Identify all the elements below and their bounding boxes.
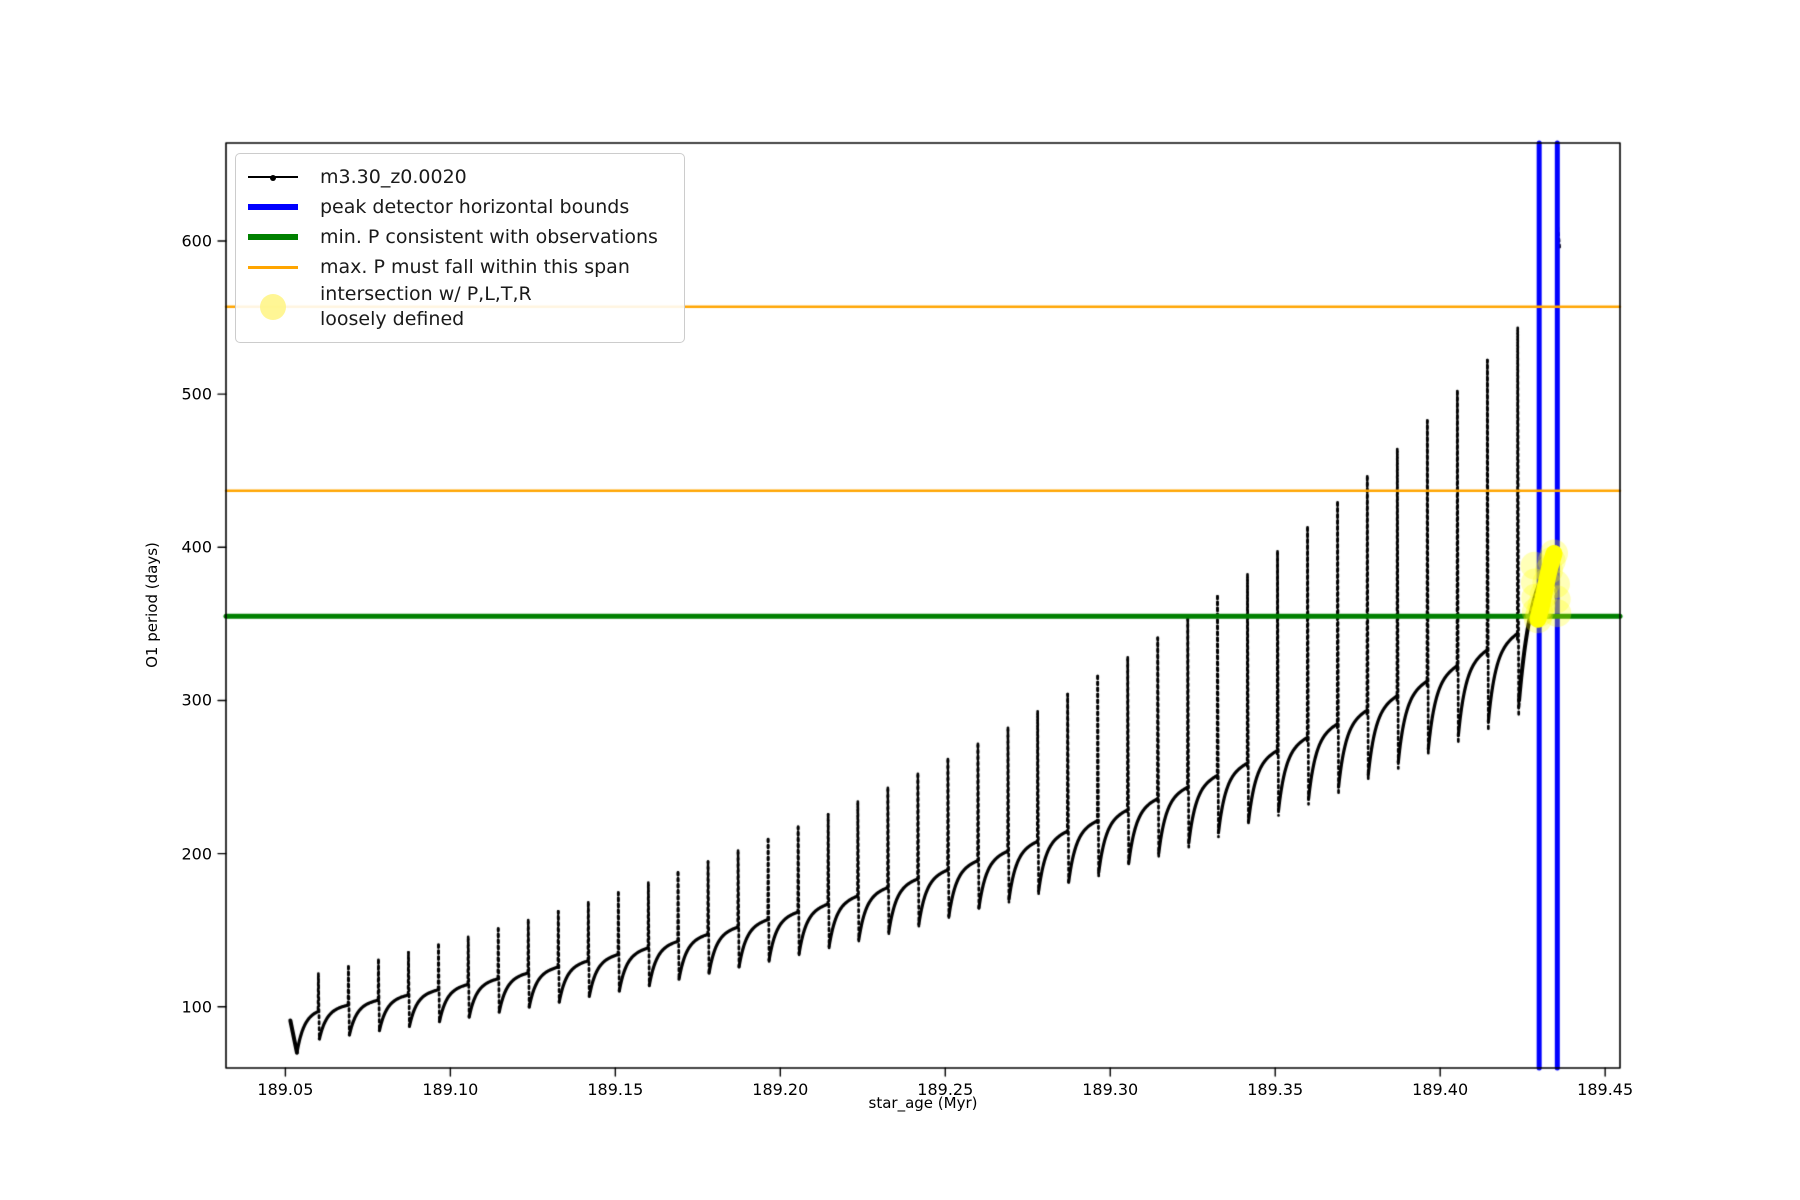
y-tick-label: 200 <box>181 844 212 864</box>
x-tick-label: 189.20 <box>752 1080 809 1099</box>
x-tick-label: 189.10 <box>422 1080 479 1099</box>
x-axis-label: star_age (Myr) <box>868 1094 978 1112</box>
legend-item-series: m3.30_z0.0020 <box>248 162 672 192</box>
y-tick-label: 100 <box>181 997 212 1017</box>
x-tick-label: 189.15 <box>587 1080 644 1099</box>
x-tick-label: 189.35 <box>1247 1080 1304 1099</box>
legend: m3.30_z0.0020 peak detector horizontal b… <box>235 153 685 343</box>
orange-line-swatch <box>248 265 298 269</box>
x-tick-label: 189.45 <box>1577 1080 1634 1099</box>
legend-item-min-p: min. P consistent with observations <box>248 222 672 252</box>
x-tick-label: 189.30 <box>1082 1080 1139 1099</box>
y-tick-label: 600 <box>181 231 212 251</box>
yellow-circle-marker-icon <box>248 294 298 320</box>
legend-label: min. P consistent with observations <box>320 225 658 248</box>
legend-item-intersection: intersection w/ P,L,T,R loosely defined <box>248 282 672 332</box>
legend-label-line1: intersection w/ P,L,T,R <box>320 283 532 305</box>
legend-label: intersection w/ P,L,T,R loosely defined <box>320 282 532 332</box>
black-line-dot-swatch <box>248 175 298 181</box>
x-tick-label: 189.40 <box>1412 1080 1469 1099</box>
legend-item-peak-bounds: peak detector horizontal bounds <box>248 192 672 222</box>
y-axis-label: O1 period (days) <box>143 542 161 668</box>
legend-label: peak detector horizontal bounds <box>320 195 630 218</box>
legend-label: m3.30_z0.0020 <box>320 165 467 188</box>
legend-label: max. P must fall within this span <box>320 255 630 278</box>
green-line-swatch <box>248 234 298 240</box>
blue-line-swatch <box>248 204 298 210</box>
y-tick-label: 300 <box>181 690 212 710</box>
legend-label-line2: loosely defined <box>320 308 465 330</box>
x-tick-label: 189.25 <box>917 1080 974 1099</box>
legend-item-max-p: max. P must fall within this span <box>248 252 672 282</box>
x-tick-label: 189.05 <box>257 1080 314 1099</box>
y-tick-label: 500 <box>181 384 212 404</box>
y-tick-label: 400 <box>181 537 212 557</box>
